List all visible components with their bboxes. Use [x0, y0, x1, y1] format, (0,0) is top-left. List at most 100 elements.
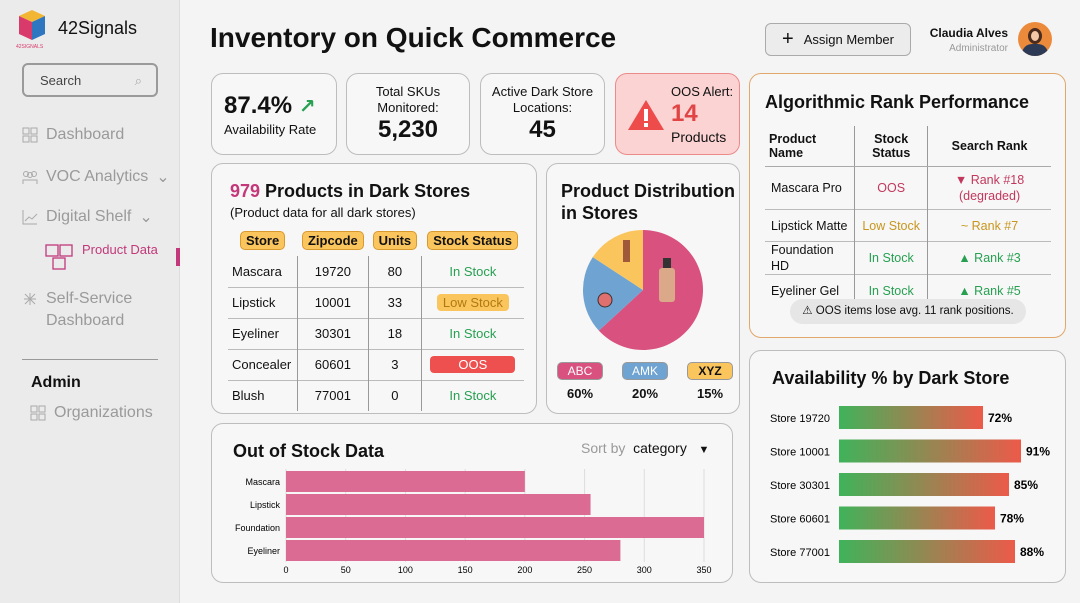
bar-lipstick	[286, 494, 591, 515]
table-cell: In Stock	[854, 241, 929, 275]
category-label: Mascara	[245, 477, 280, 487]
users-icon	[22, 171, 38, 184]
bar-value-label: 91%	[1026, 445, 1050, 459]
status-badge: OOS	[430, 356, 516, 373]
grid-icon	[30, 405, 46, 421]
pie-slice-xyz	[592, 230, 643, 290]
search-input[interactable]: Search ⌕	[22, 63, 158, 97]
table-cell: 33	[387, 295, 403, 310]
pie-chart	[583, 230, 703, 350]
status-badge: Low Stock	[436, 294, 509, 311]
column-header: Stock Status	[854, 126, 929, 167]
table-cell: ~ Rank #7	[960, 218, 1019, 233]
table-cell: 80	[387, 263, 403, 279]
distribution-panel: Product Distribution in Stores ABC 60% AMK…	[546, 163, 740, 414]
bar-value-label: 88%	[1020, 545, 1044, 559]
table-cell: Mascara Pro	[765, 166, 856, 210]
sidebar-item-organizations[interactable]: Organizations	[30, 404, 153, 422]
foundation-cap-icon	[663, 258, 671, 268]
table-cell: 3	[391, 357, 399, 372]
sort-dropdown[interactable]: Sort by category ▼	[581, 440, 709, 456]
table-cell: 0	[391, 388, 399, 404]
caret-down-icon: ▼	[698, 444, 710, 456]
availability-bar	[839, 473, 1009, 496]
table-row: Eyeliner 30301 18 In Stock	[228, 318, 524, 349]
active-indicator	[176, 248, 180, 266]
bar-value-label: 72%	[988, 411, 1012, 425]
distribution-title: Product Distribution in Stores	[561, 181, 735, 223]
category-label: Foundation	[235, 523, 280, 533]
tick-label: 150	[458, 565, 473, 575]
network-icon	[24, 293, 36, 305]
products-title: Products in Dark Stores	[260, 181, 471, 201]
svg-text:42SIGNALS: 42SIGNALS	[16, 44, 44, 48]
kpi-value: 45	[529, 116, 556, 143]
lipstick-icon	[623, 240, 630, 262]
products-panel: 979 Products in Dark Stores (Product dat…	[211, 163, 537, 414]
compact-icon	[597, 292, 613, 308]
warning-icon	[628, 100, 664, 130]
kpi-label: OOS Alert:	[671, 84, 734, 99]
column-header: Units	[372, 231, 418, 250]
sidebar-item-dashboard[interactable]: Dashboard	[22, 126, 124, 144]
grid-icon	[22, 127, 38, 143]
legend-label: AMK	[622, 362, 668, 380]
table-cell: Mascara	[232, 263, 282, 279]
table-cell: Lipstick Matte	[765, 209, 856, 242]
kpi-value: 87.4%	[224, 92, 293, 119]
sidebar: 42SIGNALS 42Signals Search ⌕ Dashboard VO…	[0, 0, 180, 603]
column-header: Product Name	[765, 126, 856, 167]
availability-panel: Availability % by Dark Store Store 19720…	[749, 350, 1066, 583]
bar-foundation	[286, 517, 704, 538]
column-header: Store	[239, 231, 286, 250]
store-label: Store 30301	[770, 480, 830, 492]
products-count: 979	[230, 181, 261, 201]
sidebar-item-label: Self-Service Dashboard	[46, 290, 133, 329]
column-header: Zipcode	[301, 231, 364, 250]
status-badge: In Stock	[449, 263, 497, 279]
boxes-icon	[45, 244, 73, 270]
rank-panel: Algorithmic Rank Performance Product Nam…	[749, 73, 1066, 338]
tick-label: 200	[517, 565, 532, 575]
user-role: Administrator	[949, 43, 1008, 54]
sidebar-item-digital-shelf[interactable]: Digital Shelf ⌄	[22, 207, 153, 227]
sidebar-item-label: VOC Analytics	[46, 168, 149, 185]
availability-bar	[839, 540, 1015, 563]
store-label: Store 77001	[770, 547, 830, 559]
availability-bar	[839, 506, 995, 530]
store-label: Store 19720	[770, 413, 830, 425]
sidebar-item-voc-analytics[interactable]: VOC Analytics ⌄	[22, 167, 170, 187]
tick-label: 250	[577, 565, 592, 575]
tick-label: 0	[283, 565, 288, 575]
user-name: Claudia Alves	[929, 26, 1008, 40]
kpi-unit: Products	[671, 129, 727, 145]
table-cell: Blush	[232, 388, 265, 404]
user-info: Claudia Alves Administrator	[930, 26, 1008, 54]
store-label: Store 60601	[770, 514, 830, 526]
category-label: Eyeliner	[247, 546, 280, 556]
category-label: Lipstick	[250, 500, 281, 510]
table-cell: 10001	[314, 295, 351, 310]
foundation-icon	[659, 268, 675, 302]
table-cell: 60601	[314, 357, 351, 372]
sidebar-item-self-service[interactable]: Self-Service Dashboard	[22, 288, 156, 332]
assign-member-button[interactable]: + Assign Member	[765, 23, 911, 56]
availability-bar	[839, 406, 983, 429]
products-table: Store Zipcode Units Stock Status Mascara 1972…	[228, 228, 524, 411]
arrow-up-right-icon: ↗	[298, 96, 316, 118]
sort-label: Sort by	[581, 440, 626, 456]
kpi-availability: 87.4% ↗ Availability Rate	[211, 73, 337, 155]
avatar[interactable]	[1018, 22, 1052, 56]
search-icon: ⌕	[134, 73, 142, 88]
chart-title: Out of Stock Data	[233, 441, 385, 461]
table-cell: 18	[387, 326, 403, 341]
oos-bar-chart: 0 50 100 150 200 250 300 350 Mascara Lipstick Foun…	[235, 469, 712, 575]
store-label: Store 10001	[770, 447, 830, 459]
divider	[22, 359, 158, 360]
legend-value: 15%	[696, 386, 724, 401]
tick-label: 350	[696, 565, 711, 575]
sidebar-item-product-data[interactable]: Product Data	[44, 241, 158, 273]
rank-title: Algorithmic Rank Performance	[765, 92, 1030, 112]
sidebar-item-label: Dashboard	[46, 126, 125, 143]
table-row: Mascara 19720 80 In Stock	[228, 256, 524, 287]
